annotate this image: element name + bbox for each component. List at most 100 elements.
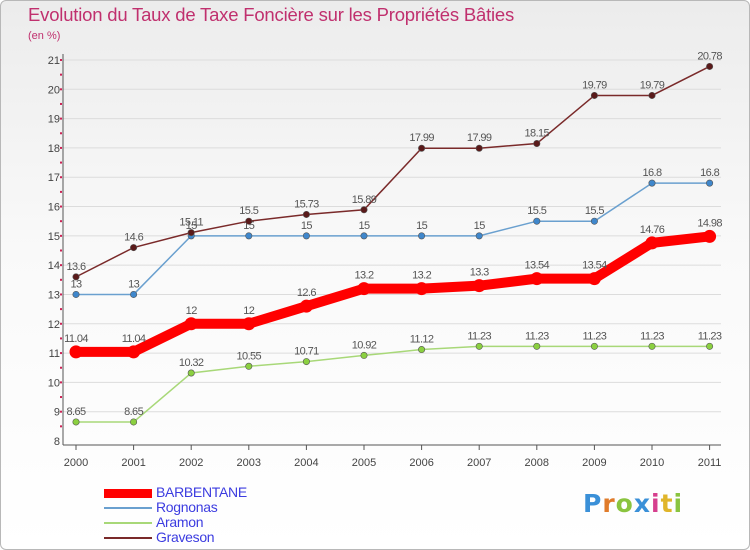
y-minor-tick (60, 161, 62, 164)
logo-letter: i (651, 489, 661, 518)
data-point (69, 345, 83, 359)
data-label: 13 (70, 278, 82, 290)
data-point (302, 232, 310, 240)
y-minor-tick (60, 73, 62, 76)
legend-item-graveson: Graveson (104, 530, 304, 545)
x-tick-label: 2010 (640, 457, 664, 469)
x-tick-label: 2003 (237, 457, 261, 469)
data-point (587, 272, 601, 286)
y-minor-tick (60, 278, 62, 281)
data-label: 19.79 (582, 79, 607, 91)
y-minor-tick (60, 308, 62, 311)
x-tick-label: 2006 (409, 457, 433, 469)
data-label: 20.78 (697, 50, 722, 62)
data-point (130, 418, 138, 426)
legend-swatch (104, 522, 152, 524)
data-label: 13.2 (354, 270, 373, 282)
legend-item-rognonas: Rognonas (104, 500, 304, 515)
data-label: 13.6 (66, 261, 85, 273)
data-point (533, 342, 541, 350)
data-point (130, 244, 138, 252)
data-label: 19.79 (640, 79, 665, 91)
data-point (590, 91, 598, 99)
x-tick-label: 2004 (294, 457, 318, 469)
y-minor-tick (60, 366, 62, 369)
y-minor-tick (60, 352, 62, 355)
data-point (418, 346, 426, 354)
y-minor-tick (60, 264, 62, 267)
data-label: 11.04 (64, 333, 88, 345)
x-ticks: 2000 2001 2002 2003 2004 2005 2006 2007 2008 2009… (64, 445, 722, 469)
y-tick-label: 20 (48, 84, 60, 96)
series-line (76, 182, 710, 296)
data-label: 15 (301, 220, 313, 232)
y-minor-tick (60, 88, 62, 91)
y-tick-label: 19 (48, 114, 60, 126)
series-line (75, 65, 710, 278)
y-minor-tick (60, 220, 62, 223)
data-point (533, 217, 541, 225)
logo-letter: P (583, 489, 603, 518)
y-minor-tick (60, 322, 62, 325)
data-label: 12 (243, 305, 255, 317)
logo-letter: x (633, 489, 651, 518)
data-point (706, 179, 714, 187)
x-tick-label: 2002 (179, 457, 203, 469)
data-label: 15.5 (527, 205, 546, 217)
y-minor-tick (60, 176, 62, 179)
legend-swatch (104, 489, 152, 498)
data-label: 14.6 (124, 232, 143, 244)
data-point (418, 232, 426, 240)
x-tick-label: 2011 (698, 457, 722, 469)
data-label: 15 (416, 220, 428, 232)
data-label: 16.8 (700, 167, 719, 179)
data-point (706, 342, 714, 350)
y-minor-tick (60, 396, 62, 399)
series-line (76, 345, 710, 423)
data-point (245, 232, 253, 240)
y-minor-tick (60, 146, 62, 149)
y-ticks: 8 9 10 11 12 13 14 15 16 17 18 19 20 21 (48, 55, 62, 448)
y-minor-tick (60, 425, 62, 428)
data-point (299, 299, 313, 313)
legend-item-aramon: Aramon (104, 515, 304, 530)
data-point (703, 229, 717, 243)
x-tick-label: 2001 (121, 457, 145, 469)
data-label: 15.89 (352, 194, 377, 206)
y-minor-tick (60, 59, 62, 61)
series-line (71, 231, 715, 357)
data-label: 11.23 (525, 330, 549, 342)
data-label: 8.65 (124, 406, 143, 418)
data-label: 13.3 (470, 267, 489, 279)
y-minor-tick (60, 381, 62, 384)
data-point (187, 229, 195, 237)
data-point (360, 351, 368, 359)
data-label: 16.8 (642, 167, 661, 179)
y-minor-tick (60, 249, 62, 252)
data-point (72, 273, 80, 281)
data-point (648, 342, 656, 350)
data-label: 11.23 (467, 330, 491, 342)
data-point (475, 144, 483, 152)
legend-label: Aramon (156, 514, 204, 530)
data-label: 11.23 (698, 330, 722, 342)
y-tick-label: 15 (48, 231, 60, 243)
y-minor-tick (60, 293, 62, 296)
x-tick-label: 2005 (352, 457, 376, 469)
data-point (418, 144, 426, 152)
data-label: 17.99 (467, 132, 492, 144)
data-label: 10.55 (237, 350, 262, 362)
data-point (130, 290, 138, 298)
data-point (590, 217, 598, 225)
y-tick-label: 13 (48, 289, 60, 301)
data-label: 13 (128, 278, 140, 290)
data-point (72, 290, 80, 298)
data-point (530, 272, 544, 286)
data-point (648, 91, 656, 99)
data-label: 11.23 (640, 330, 664, 342)
y-tick-label: 10 (48, 377, 60, 389)
y-tick-label: 21 (48, 55, 60, 67)
data-label: 14.98 (697, 217, 722, 229)
data-point (127, 345, 141, 359)
